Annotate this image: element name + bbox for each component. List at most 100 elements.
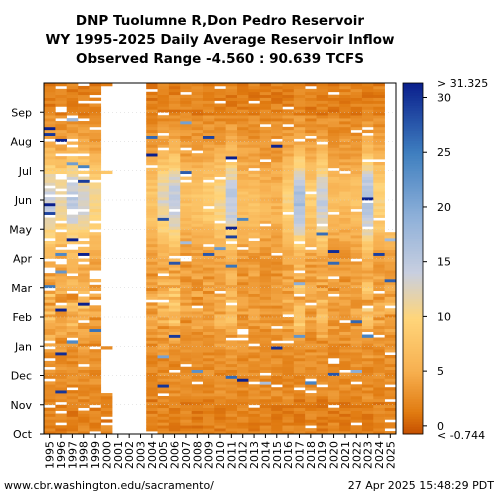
heatmap-cell — [327, 156, 340, 160]
heatmap-cell — [78, 290, 90, 294]
heatmap-cell — [373, 302, 385, 306]
heatmap-cell — [180, 220, 192, 224]
heatmap-cell — [248, 431, 261, 435]
heatmap-cell — [339, 217, 351, 221]
heatmap-cell — [316, 112, 329, 116]
heatmap-cell — [293, 299, 306, 303]
heatmap-column-2005 — [157, 83, 170, 435]
heatmap-cell — [282, 147, 295, 151]
heatmap-cell — [271, 319, 283, 324]
heatmap-cell — [225, 214, 238, 218]
heatmap-cell — [157, 220, 170, 224]
heatmap-cell — [146, 372, 158, 376]
heatmap-cell — [361, 357, 374, 362]
heatmap-cell — [191, 322, 204, 327]
heatmap-cell — [237, 167, 249, 172]
heatmap-cell — [168, 109, 181, 113]
heatmap-cell — [384, 264, 397, 268]
heatmap-cell — [168, 404, 181, 409]
heatmap-cell — [339, 182, 351, 186]
heatmap-cell — [350, 176, 363, 180]
heatmap-cell — [248, 211, 261, 215]
heatmap-cell — [293, 150, 306, 154]
heatmap-cell — [248, 255, 261, 259]
heatmap-cell — [248, 161, 261, 166]
heatmap-cell — [214, 325, 226, 330]
heatmap-cell — [55, 273, 67, 277]
heatmap-cell — [78, 349, 90, 353]
heatmap-cell — [78, 205, 90, 210]
heatmap-cell — [248, 150, 261, 154]
heatmap-cell — [327, 258, 340, 262]
heatmap-cell — [225, 179, 238, 183]
heatmap-cell — [157, 328, 170, 332]
heatmap-cell — [78, 144, 90, 148]
heatmap-cell — [248, 305, 261, 309]
heatmap-cell — [55, 83, 67, 87]
heatmap-cell — [157, 238, 170, 242]
heatmap-cell — [191, 240, 204, 245]
heatmap-cell — [202, 255, 215, 259]
heatmap-cell — [225, 273, 238, 277]
heatmap-cell — [305, 252, 317, 256]
heatmap-cell — [66, 226, 79, 230]
heatmap-cell — [271, 246, 283, 251]
heatmap-cell — [271, 118, 283, 122]
heatmap-cell — [259, 416, 272, 420]
heatmap-cell — [191, 428, 204, 432]
heatmap-cell — [146, 422, 158, 426]
heatmap-cell — [78, 343, 90, 347]
x-tick-label-2015: 2015 — [271, 441, 284, 469]
heatmap-cell — [168, 366, 181, 370]
heatmap-cell — [146, 346, 158, 350]
heatmap-cell — [55, 115, 67, 119]
heatmap-cell — [180, 331, 192, 335]
heatmap-cell — [282, 270, 295, 274]
heatmap-cell — [55, 278, 67, 283]
heatmap-cell — [66, 419, 79, 423]
heatmap-cell — [248, 395, 261, 400]
heatmap-cell — [44, 296, 56, 300]
heatmap-cell — [293, 156, 306, 160]
heatmap-column-2008 — [191, 83, 204, 435]
heatmap-cell — [361, 355, 374, 359]
heatmap-cell — [271, 240, 283, 245]
heatmap-cell — [180, 372, 192, 376]
heatmap-cell — [168, 182, 181, 186]
heatmap-cell — [361, 170, 374, 175]
heatmap-cell — [305, 217, 317, 221]
y-tick-label-jul: Jul — [18, 165, 32, 178]
heatmap-cell — [327, 290, 340, 294]
heatmap-cell — [78, 331, 90, 335]
y-tick-label-dec: Dec — [11, 370, 32, 383]
heatmap-cell — [305, 126, 317, 131]
heatmap-cell — [248, 410, 261, 414]
heatmap-cell — [180, 357, 192, 362]
heatmap-cell — [361, 363, 374, 368]
heatmap-cell — [327, 428, 340, 432]
heatmap-cell — [202, 153, 215, 157]
heatmap-cell — [316, 372, 329, 376]
heatmap-cell — [202, 91, 215, 96]
heatmap-cell — [248, 197, 261, 201]
heatmap-column-2010 — [214, 83, 226, 435]
heatmap-cell — [259, 226, 272, 230]
heatmap-cell — [293, 425, 306, 429]
heatmap-cell — [373, 328, 385, 332]
heatmap-cell — [293, 88, 306, 93]
heatmap-cell — [361, 182, 374, 186]
heatmap-cell — [339, 352, 351, 356]
heatmap-cell — [66, 302, 79, 306]
heatmap-cell — [180, 141, 192, 145]
heatmap-cell — [339, 422, 351, 426]
heatmap-cell — [146, 132, 158, 136]
heatmap-cell — [146, 232, 158, 236]
heatmap-cell — [157, 176, 170, 180]
heatmap-cell — [66, 346, 79, 350]
heatmap-cell — [157, 141, 170, 145]
heatmap-cell — [305, 363, 317, 368]
heatmap-cell — [282, 249, 295, 253]
heatmap-cell — [350, 314, 363, 318]
heatmap-cell — [327, 317, 340, 321]
heatmap-cell — [157, 83, 170, 87]
